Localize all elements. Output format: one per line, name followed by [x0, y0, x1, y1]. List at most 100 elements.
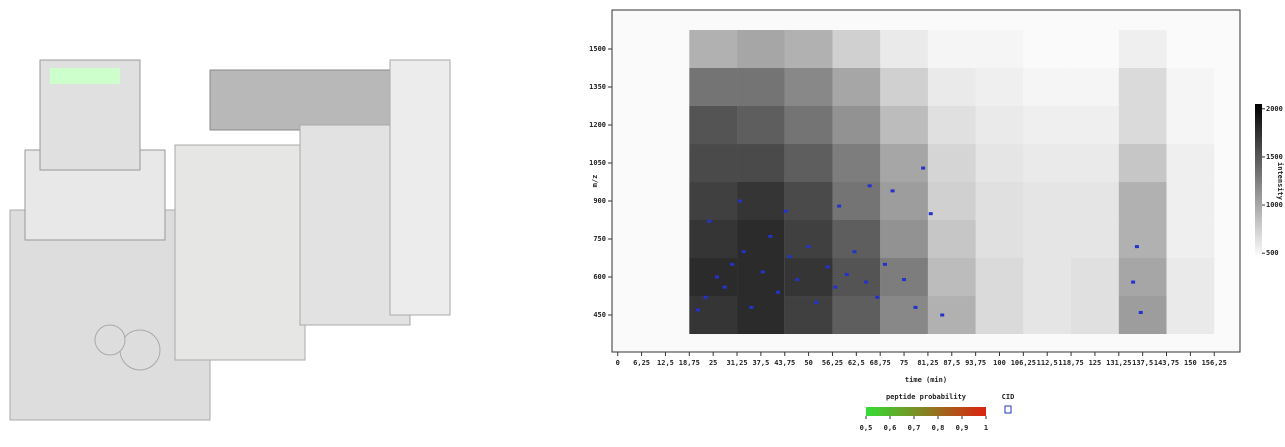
heatmap-cell [1118, 68, 1167, 107]
heatmap-cell [927, 296, 976, 335]
heatmap-cell [1118, 30, 1167, 69]
x-tick-label: 150 [1184, 359, 1197, 367]
heatmap-cell [832, 258, 881, 297]
heatmap-cell [1023, 296, 1072, 335]
heatmap-cell [880, 220, 928, 259]
heatmap-cell [784, 68, 833, 107]
cid-point [776, 290, 781, 294]
heatmap-cell [784, 296, 833, 335]
colorbar-tick-label: 500 [1266, 249, 1279, 257]
cid-point [928, 212, 933, 216]
colorbar-label: intensity [1276, 162, 1284, 201]
x-tick-label: 93,75 [965, 359, 986, 367]
y-label: m/z [591, 175, 599, 188]
heatmap-cell [784, 30, 833, 69]
y-tick-label: 900 [593, 197, 606, 205]
x-tick-label: 156,25 [1202, 359, 1227, 367]
x-tick-label: 100 [993, 359, 1006, 367]
heatmap-cell [832, 182, 881, 221]
heatmap-cell [927, 220, 976, 259]
x-tick-label: 50 [804, 359, 812, 367]
heatmap-cell [832, 106, 881, 145]
heatmap-cell [784, 258, 833, 297]
cid-point [867, 184, 872, 188]
cid-point [714, 275, 719, 279]
heatmap-cell [880, 30, 928, 69]
heatmap-cell [880, 296, 928, 335]
legend-tick-label: 0,8 [932, 424, 945, 432]
heatmap-cell [975, 144, 1024, 183]
y-tick-label: 1500 [589, 45, 606, 53]
cid-point [787, 255, 792, 259]
heatmap-cell [1071, 106, 1119, 145]
x-tick-label: 56,25 [822, 359, 843, 367]
heatmap-cell [1023, 182, 1072, 221]
colorbar [1255, 104, 1262, 258]
heatmap-cell [1071, 296, 1119, 335]
heatmap-cell [975, 220, 1024, 259]
y-tick-label: 1050 [589, 159, 606, 167]
x-tick-label: 81,25 [917, 359, 938, 367]
heatmap-cell [689, 144, 738, 183]
cid-point [921, 166, 926, 170]
x-tick-label: 118,75 [1058, 359, 1083, 367]
heatmap-cell [1166, 258, 1215, 297]
x-tick-label: 131,25 [1106, 359, 1131, 367]
heatmap-cell [1167, 30, 1215, 68]
y-tick-label: 750 [593, 235, 606, 243]
legend-tick-label: 1 [984, 424, 988, 432]
x-tick-label: 112,5 [1037, 359, 1058, 367]
legend-tick-label: 0,9 [956, 424, 969, 432]
heatmap-cell [927, 258, 976, 297]
cid-point [795, 278, 800, 282]
x-tick-label: 137,5 [1132, 359, 1153, 367]
cid-point [814, 300, 819, 304]
heatmap-cell [1118, 258, 1167, 297]
heatmap-cell [927, 68, 976, 107]
cid-point [837, 204, 842, 208]
heatmap-cell [880, 144, 928, 183]
heatmap-cell [689, 30, 738, 69]
cid-point [875, 295, 880, 299]
heatmap-cell [1118, 144, 1167, 183]
heatmap-cell [784, 106, 833, 145]
heatmap-cell [737, 68, 785, 107]
cid-point [806, 245, 811, 249]
cid-point [852, 250, 857, 254]
heatmap-cell [1118, 220, 1167, 259]
cid-point [768, 234, 773, 238]
heatmap-cell [1071, 258, 1119, 297]
heatmap-cell [1023, 106, 1072, 145]
heatmap-cell [928, 30, 976, 68]
heatmap-cell [1023, 220, 1072, 259]
cid-point [940, 313, 945, 317]
heatmap-cell [832, 144, 881, 183]
x-tick-label: 75 [900, 359, 908, 367]
legend-tick-label: 0,5 [860, 424, 873, 432]
cid-point [1131, 280, 1136, 284]
cid-point [730, 262, 735, 266]
heatmap-cell [1166, 144, 1215, 183]
heatmap-cell [737, 296, 785, 335]
heatmap-cell [737, 106, 785, 145]
x-tick-label: 6,25 [633, 359, 650, 367]
heatmap-cell [975, 258, 1024, 297]
cid-point [703, 295, 708, 299]
heatmap-cell [689, 68, 738, 107]
heatmap-cell [737, 258, 785, 297]
heatmap-cell [689, 106, 738, 145]
heatmap-cell [737, 144, 785, 183]
x-tick-label: 62,5 [848, 359, 865, 367]
legend-entry: CID [1002, 393, 1015, 401]
heatmap-cell [1071, 182, 1119, 221]
heatmap-cell [832, 68, 881, 107]
heatmap-cell [880, 182, 928, 221]
cid-point [695, 308, 700, 312]
y-tick-label: 450 [593, 311, 606, 319]
legend-title: peptide probability [886, 393, 967, 401]
cid-point [722, 285, 727, 289]
heatmap-cell [689, 296, 738, 335]
x-tick-label: 125 [1089, 359, 1102, 367]
colorbar-tick-label: 2000 [1266, 105, 1283, 113]
